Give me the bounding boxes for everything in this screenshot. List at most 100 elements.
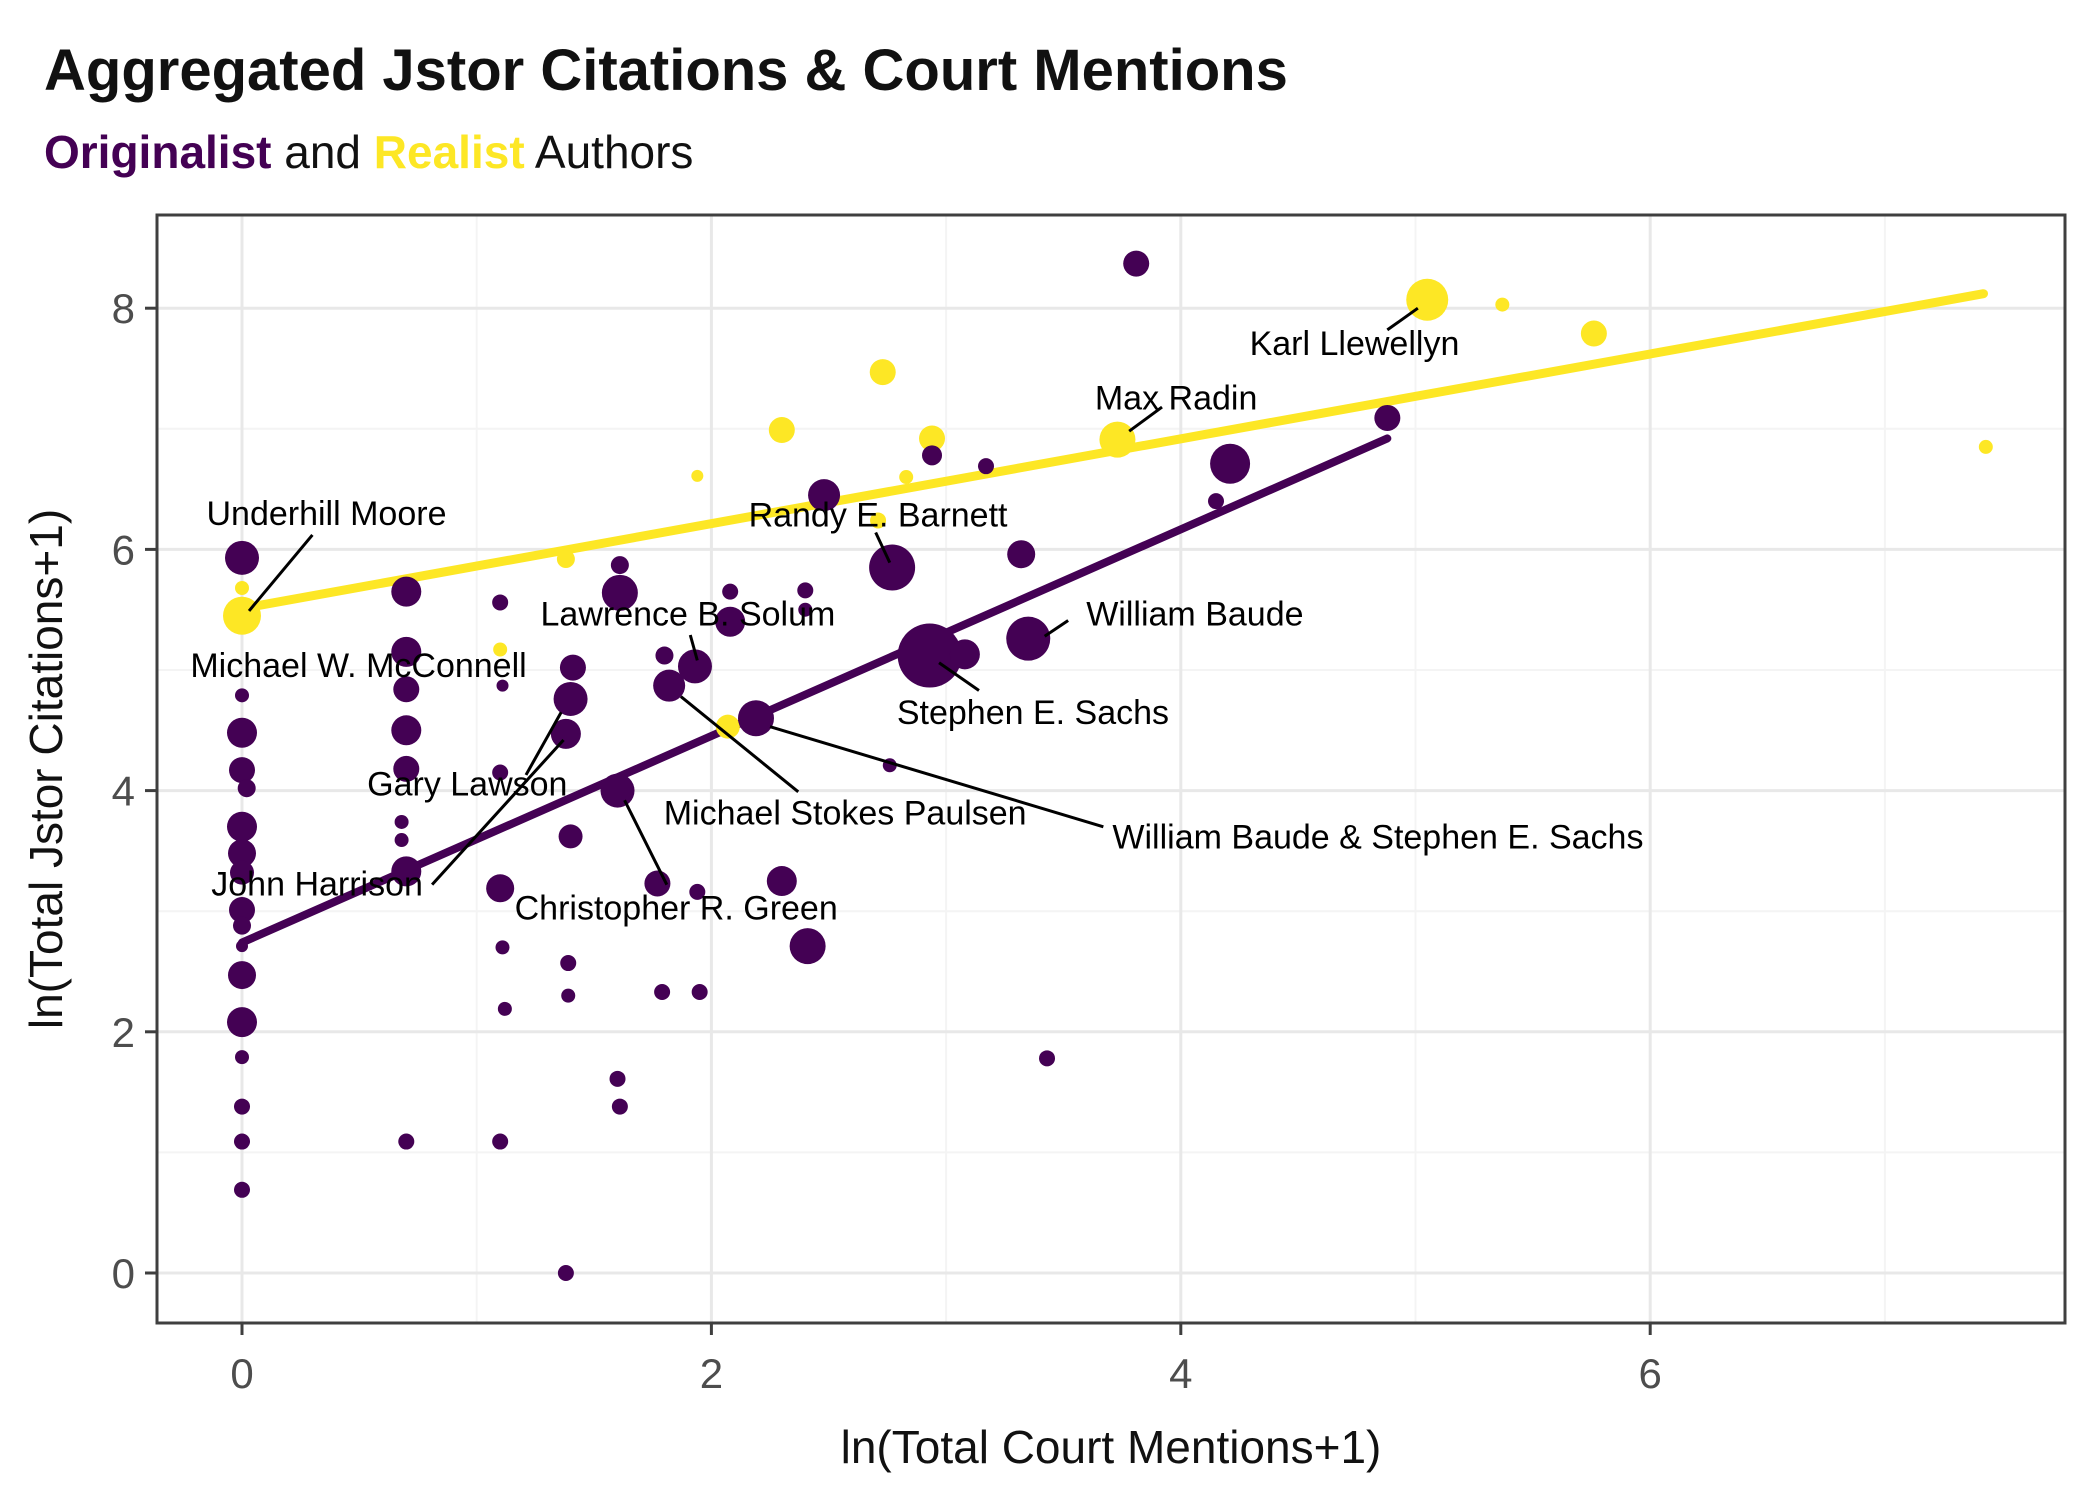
page-title: Aggregated Jstor Citations & Court Menti… [44, 38, 1288, 103]
point-originalist [227, 717, 257, 748]
subtitle-authors: Authors [525, 126, 694, 178]
point-originalist [869, 544, 916, 591]
point-originalist [610, 556, 629, 575]
point-realist [1495, 297, 1510, 312]
point-originalist [558, 824, 583, 849]
author-label: Michael W. McConnell [190, 647, 526, 685]
point-realist [869, 359, 896, 386]
point-realist [1978, 439, 1993, 454]
x-tick-label: 6 [1639, 1350, 1662, 1397]
point-realist [768, 417, 795, 444]
point-realist [493, 642, 508, 657]
point-originalist [229, 896, 255, 923]
point-originalist [234, 1133, 250, 1150]
point-originalist [237, 779, 256, 798]
leader-line [688, 634, 699, 661]
subtitle-realist: Realist [374, 126, 525, 178]
author-label: William Baude & Stephen E. Sachs [1112, 818, 1643, 856]
point-originalist [1210, 443, 1251, 484]
point-realist [1580, 320, 1607, 347]
point-originalist [677, 649, 712, 684]
point-originalist [561, 988, 576, 1003]
point-originalist [715, 606, 746, 637]
x-tick-label: 2 [700, 1350, 723, 1397]
leader-line [1043, 619, 1069, 638]
leader-line [874, 531, 892, 564]
point-originalist [797, 582, 814, 599]
point-originalist [798, 602, 813, 617]
point-originalist [689, 883, 706, 900]
point-originalist [722, 583, 739, 600]
point-originalist [609, 1070, 626, 1087]
subtitle-originalist: Originalist [44, 126, 271, 178]
author-label: John Harrison [211, 865, 423, 903]
author-label: Underhill Moore [206, 495, 446, 533]
point-originalist [766, 866, 797, 897]
y-tick-label: 6 [112, 526, 135, 573]
point-originalist [1007, 540, 1036, 569]
annotation-labels: Underhill Moore Michael W. McConnell Randy… [190, 325, 1643, 927]
leader-line [769, 725, 1104, 829]
y-tick-label: 2 [112, 1009, 135, 1056]
point-originalist [691, 984, 708, 1001]
point-realist [691, 469, 704, 482]
point-originalist [233, 916, 251, 935]
author-label: Stephen E. Sachs [897, 694, 1169, 732]
point-realist [556, 550, 575, 569]
point-originalist [228, 839, 256, 868]
trend-line-originalist [238, 434, 1392, 947]
point-originalist [601, 574, 638, 611]
point-originalist [234, 1181, 250, 1198]
point-originalist [394, 814, 409, 829]
point-originalist [553, 681, 588, 716]
axis-tick-labels: 0 2 4 6 0 2 4 6 8 [112, 285, 1662, 1397]
point-originalist [560, 955, 577, 972]
point-realist [899, 470, 914, 485]
point-originalist [977, 458, 994, 475]
point-originalist [1374, 404, 1401, 431]
point-originalist [495, 940, 510, 955]
axis-ticks [145, 306, 1652, 1335]
point-originalist [393, 676, 420, 703]
point-originalist [808, 479, 841, 512]
point-originalist [391, 715, 422, 746]
point-originalist [394, 833, 409, 848]
point-originalist [227, 1007, 257, 1038]
point-originalist [653, 669, 686, 702]
point-realist [715, 714, 740, 739]
author-label: Gary Lawson [367, 765, 567, 803]
point-originalist [393, 755, 420, 782]
point-originalist [1208, 493, 1225, 510]
point-originalist [227, 811, 257, 842]
point-originalist [1123, 250, 1150, 277]
point-originalist [235, 688, 249, 703]
y-tick-label: 4 [112, 768, 135, 815]
author-label: Michael Stokes Paulsen [664, 794, 1027, 832]
author-label: William Baude [1086, 595, 1303, 633]
point-originalist [789, 928, 826, 965]
author-label: Karl Llewellyn [1250, 325, 1460, 363]
point-originalist [611, 1098, 628, 1115]
point-originalist [234, 1098, 250, 1115]
point-originalist [922, 445, 943, 466]
leader-line [430, 738, 565, 886]
point-originalist [497, 1001, 512, 1016]
point-realist [870, 512, 887, 529]
author-label: Max Radin [1095, 379, 1258, 417]
author-label: Randy E. Barnett [749, 496, 1008, 534]
point-realist [235, 580, 249, 595]
y-tick-label: 8 [112, 285, 135, 332]
point-originalist [225, 540, 259, 575]
leader-line [524, 711, 563, 776]
point-realist [1099, 421, 1136, 458]
point-originalist [492, 594, 509, 611]
point-originalist [737, 700, 774, 737]
point-realist [919, 425, 946, 452]
x-tick-label: 0 [230, 1350, 253, 1397]
leader-line [1128, 405, 1163, 433]
data-points [223, 250, 1993, 1281]
chart-subtitle: Originalist and Realist Authors [44, 126, 693, 178]
point-originalist [1006, 616, 1051, 661]
point-originalist [492, 1133, 509, 1150]
leader-line [679, 695, 800, 793]
